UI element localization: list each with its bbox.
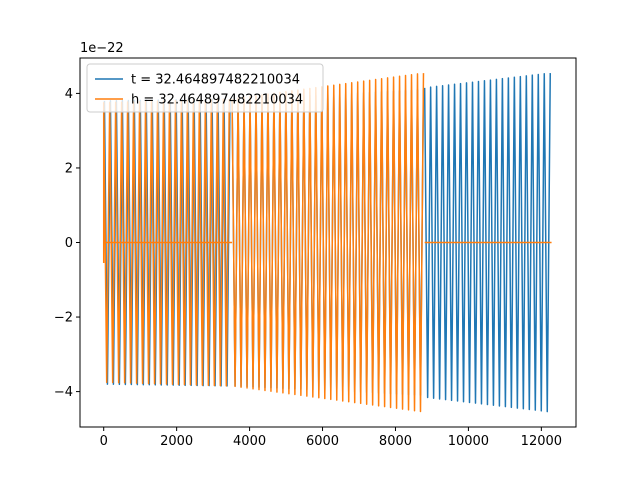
x-tick-label: 10000 bbox=[448, 434, 489, 449]
y-tick-label: 0 bbox=[65, 236, 73, 251]
y-tick-label: −4 bbox=[54, 385, 73, 400]
y-tick-label: −2 bbox=[54, 311, 73, 326]
legend: t = 32.464897482210034 h = 32.46489748221… bbox=[86, 63, 324, 113]
series-0-segment-3 bbox=[423, 73, 551, 413]
y-tick-label: 2 bbox=[65, 161, 73, 176]
x-tick-label: 4000 bbox=[233, 434, 266, 449]
x-axis: 0 2000 4000 6000 8000 10000 12000 bbox=[100, 427, 562, 449]
y-axis: −4 −2 0 2 4 bbox=[54, 87, 80, 400]
legend-label-0: t = 32.464897482210034 bbox=[131, 73, 300, 88]
legend-box bbox=[86, 63, 324, 113]
series-0-segment-1 bbox=[103, 98, 231, 387]
y-offset-label: 1e−22 bbox=[80, 41, 124, 56]
legend-label-1: h = 32.464897482210034 bbox=[131, 93, 303, 108]
x-tick-label: 2000 bbox=[160, 434, 193, 449]
y-tick-label: 4 bbox=[65, 87, 73, 102]
series-layer bbox=[102, 73, 552, 413]
x-tick-label: 0 bbox=[100, 434, 108, 449]
x-tick-label: 8000 bbox=[379, 434, 412, 449]
x-tick-label: 12000 bbox=[521, 434, 562, 449]
series-1-segment-1 bbox=[231, 73, 425, 413]
x-tick-label: 6000 bbox=[306, 434, 339, 449]
